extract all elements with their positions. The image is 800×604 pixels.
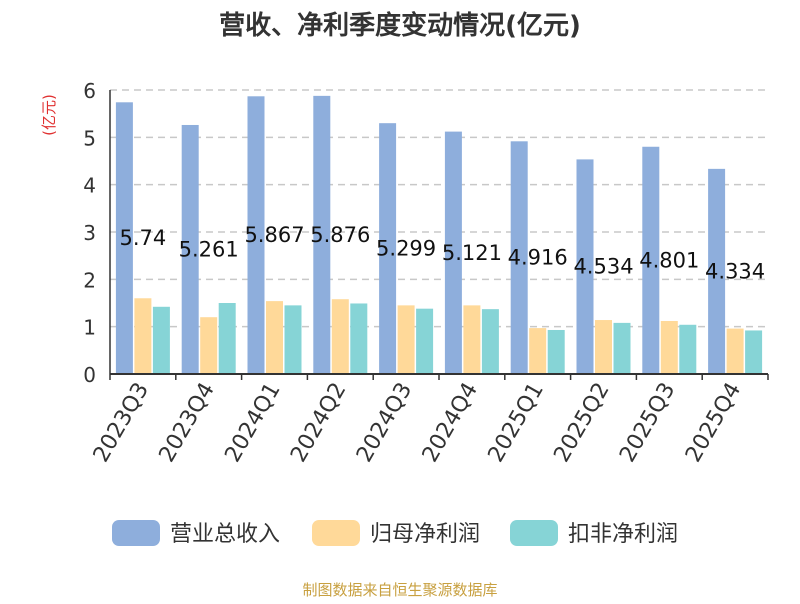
data-label: 5.867 [244,223,304,247]
bar [444,131,462,374]
bar [642,146,660,374]
bar [595,320,612,374]
y-axis-label: (亿元) [40,94,58,136]
x-tick-label: 2024Q2 [286,379,351,467]
y-tick-label: 6 [83,79,96,103]
bar [115,102,133,374]
data-label: 5.261 [179,237,239,261]
legend-swatch [312,520,360,546]
bar [510,141,528,374]
legend-label: 营业总收入 [170,522,280,547]
bar [547,329,565,374]
bar [679,324,697,374]
data-label: 5.299 [376,237,436,261]
data-label: 5.121 [442,241,502,265]
y-tick-label: 3 [83,221,96,245]
bar [350,303,368,374]
y-tick-label: 0 [83,363,96,387]
bar [481,309,499,374]
bar [284,305,302,374]
y-tick-label: 2 [83,268,96,292]
legend-label: 扣非净利润 [568,522,678,547]
bar [745,330,763,374]
bar [218,303,236,374]
bar [152,306,170,374]
x-tick-label: 2024Q1 [220,379,285,467]
legend-label: 归母净利润 [370,522,480,547]
x-tick-label: 2025Q4 [681,379,746,467]
x-tick-label: 2024Q3 [352,379,417,467]
y-tick-label: 1 [83,316,96,340]
bars [115,95,763,375]
source-note: 制图数据来自恒生聚源数据库 [302,581,497,599]
legend-swatch [510,520,558,546]
x-tick-label: 2024Q4 [418,379,483,467]
bar [379,123,397,374]
data-label: 4.801 [639,248,699,272]
y-tick-label: 4 [83,174,96,198]
bar [181,124,199,374]
bar [613,322,631,374]
bar [416,308,434,374]
bar [660,320,678,374]
bar [313,95,331,375]
data-label: 5.876 [310,223,370,247]
grid-lines [110,89,768,328]
data-label: 4.534 [573,255,633,279]
data-label: 5.74 [120,226,167,250]
bar [247,96,265,374]
bar [200,317,218,374]
legend-swatch [112,520,160,546]
bar [529,328,547,374]
x-tick-label: 2023Q3 [89,379,154,467]
bar [397,305,415,374]
data-label: 4.334 [705,259,765,283]
x-tick-label: 2025Q3 [615,379,680,467]
y-tick-label: 5 [83,126,96,150]
legend: 营业总收入 归母净利润 扣非净利润 [112,520,678,547]
bar [708,168,726,374]
bar [463,305,481,374]
bar [266,301,283,374]
x-tick-label: 2025Q1 [484,379,549,467]
bar [726,328,744,374]
x-tick-label: 2025Q2 [549,379,614,467]
x-tick-label: 2023Q4 [155,379,220,467]
bar [331,299,349,374]
bar [134,298,152,374]
bar [576,159,594,374]
data-label: 4.916 [508,246,568,270]
chart-title: 营收、净利季度变动情况(亿元) [219,10,581,41]
